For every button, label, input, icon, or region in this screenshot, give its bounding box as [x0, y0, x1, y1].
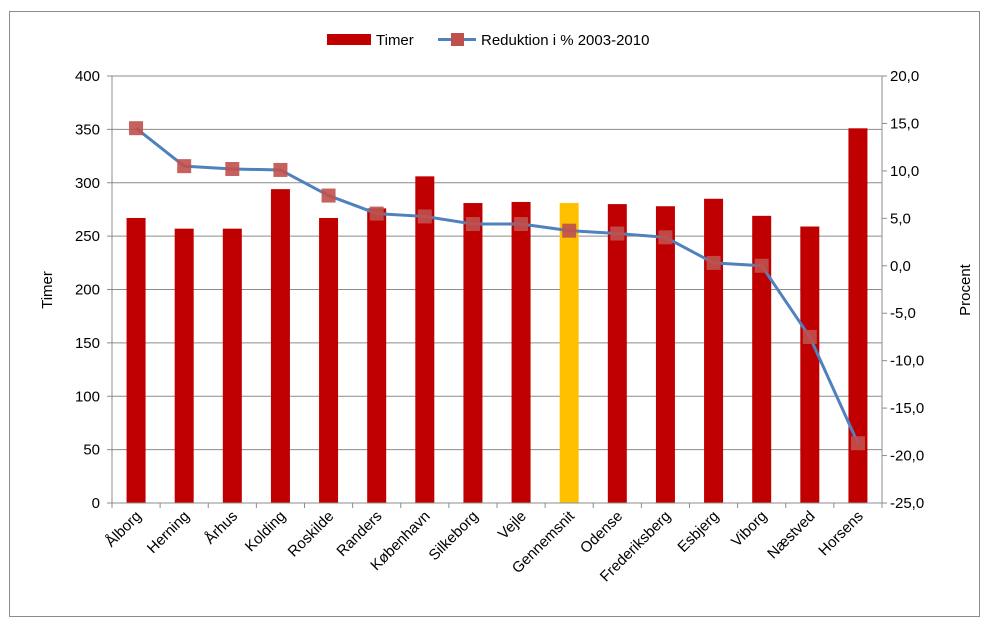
x-tick-label: Silkeborg: [426, 508, 482, 564]
y-tick-label: 0: [92, 495, 100, 512]
y2-tick-label: 15,0: [890, 115, 919, 132]
bar-København: [415, 176, 435, 503]
bar-Viborg: [752, 215, 772, 503]
bar-Næstved: [800, 226, 820, 503]
y-tick-label: 250: [75, 228, 100, 245]
y-tick-label: 50: [83, 442, 100, 459]
y2-tick-label: 10,0: [890, 163, 919, 180]
marker-Viborg: [754, 258, 769, 273]
bars: [126, 128, 868, 504]
x-tick-label: Viborg: [728, 508, 770, 550]
y2-tick-label: -25,0: [890, 495, 924, 512]
marker-Gennemsnit: [562, 223, 577, 238]
bar-Roskilde: [319, 217, 339, 504]
bar-Vejle: [511, 201, 531, 503]
y2-axis-label: Procent: [957, 263, 974, 316]
y-tick-label: 350: [75, 121, 100, 138]
marker-Esbjerg: [706, 255, 721, 270]
legend: Timer Reduktion i % 2003-2010: [327, 32, 649, 49]
y-right-ticks: -25,0 -20,0 -15,0 -10,0 -5,0 0,0 5,0 10,0 15,0 20…: [882, 68, 924, 512]
bar-Horsens: [848, 128, 868, 503]
x-tick-label: Odense: [577, 508, 626, 557]
bar-Randers: [367, 208, 387, 503]
bar-Frederiksberg: [655, 206, 675, 504]
legend-marker-reduction: [451, 33, 464, 46]
y2-tick-label: 20,0: [890, 68, 919, 85]
legend-label-timer: Timer: [376, 32, 414, 49]
y-tick-label: 100: [75, 388, 100, 405]
y2-tick-label: -20,0: [890, 448, 924, 465]
marker-Ålborg: [129, 121, 144, 136]
y2-tick-label: -15,0: [890, 400, 924, 417]
y2-tick-label: -5,0: [890, 305, 916, 322]
y2-tick-label: 5,0: [890, 210, 911, 227]
bar-Kolding: [270, 189, 290, 503]
reduction-line: [129, 121, 865, 451]
x-tick-label: Horsens: [815, 508, 867, 560]
x-tick-label: Vejle: [495, 508, 530, 543]
bar-Silkeborg: [463, 203, 483, 503]
marker-Frederiksberg: [658, 230, 673, 245]
y-axis-label: Timer: [39, 271, 56, 309]
y-tick-label: 200: [75, 282, 100, 299]
y2-tick-label: 0,0: [890, 258, 911, 275]
y-tick-label: 400: [75, 68, 100, 85]
x-tick-label: Kolding: [242, 508, 289, 555]
bar-Århus: [222, 228, 242, 503]
bar-Esbjerg: [704, 198, 724, 503]
marker-Århus: [225, 161, 240, 176]
y-left-ticks: 0 50 100 150 200 250 300 350 400: [75, 68, 112, 512]
marker-Herning: [177, 159, 192, 174]
bar-Gennemsnit: [559, 203, 579, 503]
marker-Vejle: [514, 217, 529, 232]
marker-Roskilde: [321, 188, 336, 203]
marker-Randers: [369, 206, 384, 221]
x-tick-label: Ålborg: [102, 508, 145, 551]
x-tick-label: Esbjerg: [674, 508, 722, 556]
x-tick-label: Roskilde: [285, 508, 338, 561]
y2-tick-label: -10,0: [890, 353, 924, 370]
marker-København: [417, 209, 432, 224]
marker-Horsens: [850, 436, 865, 451]
bar-Herning: [174, 228, 194, 503]
bar-Ålborg: [126, 217, 146, 504]
x-tick-label: Næstved: [764, 508, 818, 562]
legend-label-reduction: Reduktion i % 2003-2010: [481, 32, 649, 49]
legend-swatch-timer: [327, 34, 371, 45]
marker-Kolding: [273, 162, 288, 177]
y-tick-label: 150: [75, 335, 100, 352]
bar-Odense: [607, 204, 627, 503]
x-tick-label: Århus: [201, 508, 241, 548]
x-tick-label: Herning: [144, 508, 193, 557]
reduction-polyline: [135, 127, 860, 444]
marker-Næstved: [802, 329, 817, 344]
marker-Odense: [610, 226, 625, 241]
marker-Silkeborg: [465, 217, 480, 232]
y-tick-label: 300: [75, 175, 100, 192]
